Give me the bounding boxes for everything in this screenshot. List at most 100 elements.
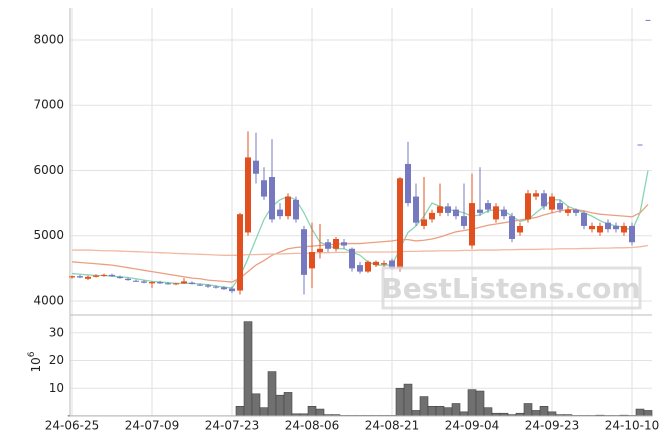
candle-body <box>493 206 499 220</box>
candle-body <box>357 265 363 272</box>
candle-body <box>125 278 131 281</box>
candle-body <box>557 203 563 210</box>
candle-body <box>501 209 507 217</box>
candle-body <box>405 163 411 204</box>
candle-body <box>421 219 427 226</box>
candle-body <box>517 225 523 233</box>
candle-body <box>165 283 171 285</box>
candle-body <box>605 222 611 230</box>
candle-body <box>613 225 619 230</box>
candle-body <box>253 160 259 174</box>
volume-bar <box>635 408 645 417</box>
volume-bar <box>483 407 493 417</box>
volume-bar <box>643 410 653 417</box>
x-tick-label: 24-09-23 <box>525 419 579 433</box>
candle-body <box>269 176 275 220</box>
x-tick-label: 24-10-10 <box>605 419 659 433</box>
candle-body <box>197 284 203 286</box>
x-tick-label: 24-09-04 <box>445 419 499 433</box>
x-tick-label: 24-06-25 <box>45 419 99 433</box>
candle-body <box>301 229 307 275</box>
volume-bar <box>467 389 477 417</box>
candle-body <box>85 276 91 279</box>
candle-body <box>413 196 419 223</box>
volume-axis-label: 106 <box>27 351 43 372</box>
candle-body <box>69 276 75 278</box>
candle-body <box>429 212 435 220</box>
candle-body <box>389 260 395 269</box>
volume-bar <box>411 410 421 417</box>
candle-body <box>589 225 595 230</box>
candle-body <box>237 214 243 291</box>
y-tick-label: 30 <box>49 325 64 339</box>
x-tick-label: 24-08-06 <box>285 419 339 433</box>
watermark-box <box>381 266 642 310</box>
volume-bar <box>459 411 469 417</box>
volume-bar <box>531 410 541 417</box>
candle-body <box>293 199 299 220</box>
candle-body <box>349 248 355 269</box>
candle-body <box>509 216 515 239</box>
candle-body <box>365 261 371 272</box>
candle-body <box>437 206 443 213</box>
candle-body <box>93 275 99 277</box>
volume-bar <box>451 403 461 417</box>
x-tick-label: 24-08-21 <box>365 419 419 433</box>
candle-body <box>245 157 251 233</box>
candle-body <box>101 274 107 276</box>
candle-body <box>109 274 115 277</box>
y-tick-label: 6000 <box>33 163 64 177</box>
volume-bar <box>243 321 253 417</box>
candle-body <box>181 281 187 284</box>
label-exponent: 6 <box>27 351 37 357</box>
candle-body <box>525 193 531 220</box>
candle-body <box>533 193 539 197</box>
candle-body <box>573 209 579 213</box>
volume-bar <box>251 393 261 417</box>
candle-body <box>141 281 147 283</box>
x-tick-label: 24-07-23 <box>205 419 259 433</box>
candle-body <box>477 209 483 213</box>
volume-bar <box>275 394 285 417</box>
candle-body <box>341 242 347 246</box>
volume-bar <box>419 396 429 417</box>
volume-bar <box>547 411 557 417</box>
candle-body <box>309 252 315 269</box>
candle-body <box>549 196 555 210</box>
candle-body <box>325 242 331 249</box>
volume-bar <box>539 405 549 417</box>
volume-bar <box>259 407 269 417</box>
candle-body <box>221 287 227 290</box>
candle-body <box>469 203 475 246</box>
candle-body <box>629 225 635 243</box>
candle-body <box>485 203 491 210</box>
candle-body <box>381 263 387 265</box>
volume-bar <box>283 392 293 417</box>
candle-body <box>397 178 403 269</box>
candle-body <box>229 288 235 292</box>
candle-body <box>541 193 547 207</box>
candle-body <box>149 282 155 284</box>
y-tick-label: 4000 <box>33 293 64 307</box>
candle-body <box>445 206 451 213</box>
candle-body <box>317 248 323 253</box>
volume-bar <box>315 408 325 417</box>
volume-bar <box>307 405 317 417</box>
volume-bar <box>427 405 437 417</box>
candle-body <box>157 282 163 284</box>
volume-bar <box>267 371 277 417</box>
candle-body <box>597 225 603 233</box>
candle-body <box>261 180 267 197</box>
volume-bar <box>523 403 533 417</box>
candle-body <box>565 209 571 213</box>
candle-body <box>373 261 379 266</box>
x-tick-label: 24-07-09 <box>125 419 179 433</box>
volume-bar <box>443 407 453 417</box>
volume-bar <box>235 405 245 417</box>
y-tick-label: 8000 <box>33 32 64 46</box>
watermark: BestListens.com <box>381 272 640 305</box>
candle-body <box>117 276 123 279</box>
candle-body <box>173 283 179 285</box>
moving-average-line <box>72 244 649 256</box>
